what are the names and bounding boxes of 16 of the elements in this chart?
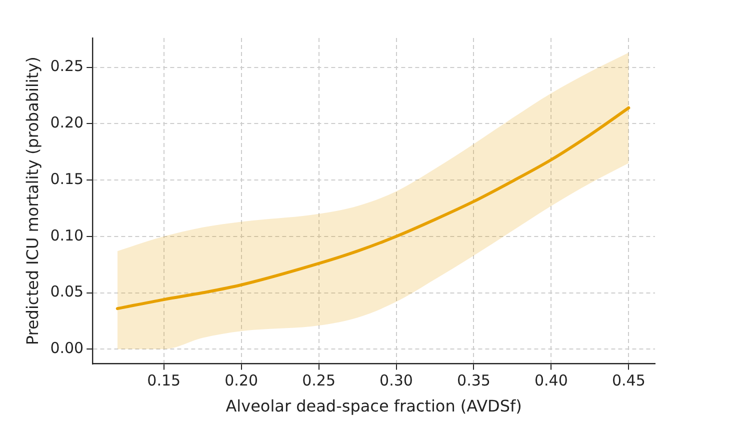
y-tick-label: 0.10 bbox=[50, 226, 84, 244]
x-tick-label: 0.30 bbox=[380, 372, 413, 390]
y-tick-label: 0.25 bbox=[50, 57, 84, 76]
y-axis-title: Predicted ICU mortality (probability) bbox=[22, 56, 42, 346]
y-tick-label: 0.15 bbox=[50, 170, 84, 188]
line-series bbox=[116, 106, 630, 310]
y-tick-label: 0.00 bbox=[50, 339, 84, 358]
y-tick-label: 0.05 bbox=[50, 282, 84, 301]
x-tick-label: 0.25 bbox=[302, 372, 336, 390]
x-axis-title: Alveolar dead-space fraction (AVDSf) bbox=[226, 396, 522, 416]
x-tick-label: 0.35 bbox=[457, 372, 490, 390]
x-tick-label: 0.40 bbox=[534, 372, 568, 390]
x-tick-label: 0.45 bbox=[612, 372, 646, 390]
x-tick-label: 0.15 bbox=[147, 372, 181, 390]
x-tick-label: 0.20 bbox=[224, 372, 258, 390]
y-tick-label: 0.20 bbox=[50, 114, 84, 132]
